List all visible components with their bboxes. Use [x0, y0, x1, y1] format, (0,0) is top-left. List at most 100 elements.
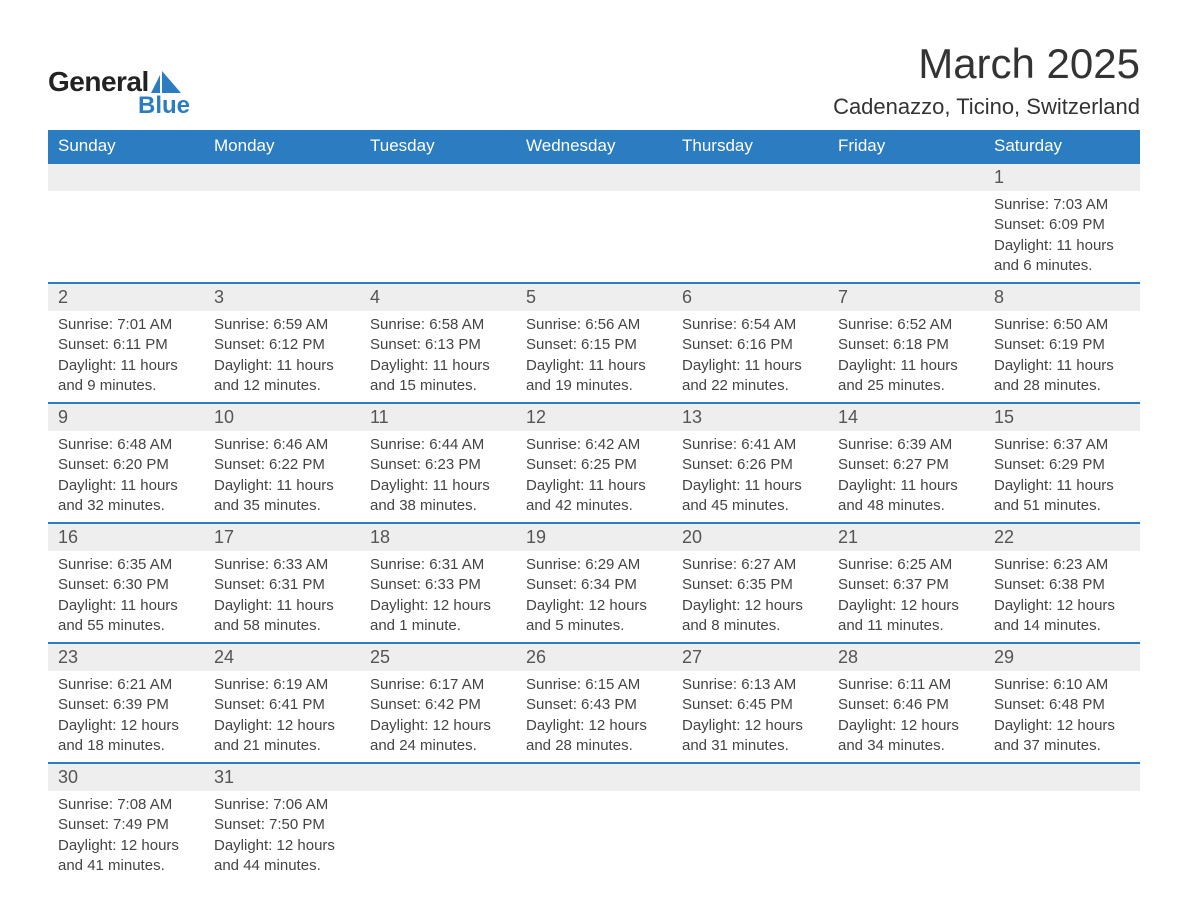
day-sr: Sunrise: 6:41 AM — [682, 435, 818, 455]
day-d1: Daylight: 12 hours — [838, 596, 974, 616]
day-number: 9 — [58, 407, 68, 427]
day-number-cell: 5 — [516, 283, 672, 311]
day-number-cell — [204, 163, 360, 191]
day-number-cell: 12 — [516, 403, 672, 431]
day-sr: Sunrise: 6:21 AM — [58, 675, 194, 695]
day-number-cell: 30 — [48, 763, 204, 791]
day-ss: Sunset: 6:39 PM — [58, 695, 194, 715]
day-ss: Sunset: 6:25 PM — [526, 455, 662, 475]
calendar-header-row: Sunday Monday Tuesday Wednesday Thursday… — [48, 130, 1140, 163]
day-number-cell — [516, 163, 672, 191]
day-number: 2 — [58, 287, 68, 307]
brand-logo: General Blue — [48, 66, 190, 120]
day-d1: Daylight: 12 hours — [994, 596, 1130, 616]
day-d1: Daylight: 11 hours — [370, 476, 506, 496]
brand-word-1: General — [48, 66, 149, 98]
day-content-cell: Sunrise: 6:11 AMSunset: 6:46 PMDaylight:… — [828, 671, 984, 763]
day-sr: Sunrise: 6:15 AM — [526, 675, 662, 695]
day-content-cell: Sunrise: 6:42 AMSunset: 6:25 PMDaylight:… — [516, 431, 672, 523]
col-friday: Friday — [828, 130, 984, 163]
day-content-cell: Sunrise: 7:06 AMSunset: 7:50 PMDaylight:… — [204, 791, 360, 882]
day-d1: Daylight: 11 hours — [994, 356, 1130, 376]
day-ss: Sunset: 6:31 PM — [214, 575, 350, 595]
day-number-cell: 1 — [984, 163, 1140, 191]
day-number-cell: 31 — [204, 763, 360, 791]
week-content-row: Sunrise: 7:01 AMSunset: 6:11 PMDaylight:… — [48, 311, 1140, 403]
day-content-cell — [828, 191, 984, 283]
day-d2: and 25 minutes. — [838, 376, 974, 396]
day-ss: Sunset: 6:34 PM — [526, 575, 662, 595]
day-d2: and 32 minutes. — [58, 496, 194, 516]
week-daynum-row: 9101112131415 — [48, 403, 1140, 431]
day-d1: Daylight: 12 hours — [994, 716, 1130, 736]
day-content-cell — [204, 191, 360, 283]
day-number: 26 — [526, 647, 546, 667]
day-sr: Sunrise: 6:35 AM — [58, 555, 194, 575]
day-number-cell: 10 — [204, 403, 360, 431]
day-d1: Daylight: 11 hours — [838, 356, 974, 376]
week-daynum-row: 23242526272829 — [48, 643, 1140, 671]
col-tuesday: Tuesday — [360, 130, 516, 163]
day-number-cell: 18 — [360, 523, 516, 551]
day-sr: Sunrise: 6:19 AM — [214, 675, 350, 695]
day-number: 19 — [526, 527, 546, 547]
day-d1: Daylight: 11 hours — [58, 356, 194, 376]
day-number-cell: 20 — [672, 523, 828, 551]
day-sr: Sunrise: 6:17 AM — [370, 675, 506, 695]
day-sr: Sunrise: 6:58 AM — [370, 315, 506, 335]
day-number-cell: 25 — [360, 643, 516, 671]
day-number: 18 — [370, 527, 390, 547]
day-ss: Sunset: 6:42 PM — [370, 695, 506, 715]
day-number: 1 — [994, 167, 1004, 187]
day-content-cell — [516, 791, 672, 882]
day-number-cell: 7 — [828, 283, 984, 311]
day-number: 24 — [214, 647, 234, 667]
day-d2: and 28 minutes. — [526, 736, 662, 756]
page-header: General Blue March 2025 Cadenazzo, Ticin… — [48, 40, 1140, 120]
day-number-cell: 2 — [48, 283, 204, 311]
day-sr: Sunrise: 7:06 AM — [214, 795, 350, 815]
day-content-cell: Sunrise: 7:01 AMSunset: 6:11 PMDaylight:… — [48, 311, 204, 403]
day-sr: Sunrise: 7:03 AM — [994, 195, 1130, 215]
col-wednesday: Wednesday — [516, 130, 672, 163]
day-d1: Daylight: 11 hours — [58, 596, 194, 616]
day-number: 30 — [58, 767, 78, 787]
day-ss: Sunset: 6:48 PM — [994, 695, 1130, 715]
week-daynum-row: 16171819202122 — [48, 523, 1140, 551]
day-number: 20 — [682, 527, 702, 547]
day-number-cell: 13 — [672, 403, 828, 431]
day-d1: Daylight: 11 hours — [526, 356, 662, 376]
day-number-cell — [360, 163, 516, 191]
col-saturday: Saturday — [984, 130, 1140, 163]
day-number-cell: 4 — [360, 283, 516, 311]
day-number: 28 — [838, 647, 858, 667]
day-sr: Sunrise: 6:10 AM — [994, 675, 1130, 695]
day-ss: Sunset: 6:23 PM — [370, 455, 506, 475]
day-number-cell: 3 — [204, 283, 360, 311]
day-number-cell: 8 — [984, 283, 1140, 311]
day-d1: Daylight: 11 hours — [994, 236, 1130, 256]
day-content-cell: Sunrise: 6:54 AMSunset: 6:16 PMDaylight:… — [672, 311, 828, 403]
day-ss: Sunset: 6:30 PM — [58, 575, 194, 595]
day-sr: Sunrise: 6:11 AM — [838, 675, 974, 695]
day-content-cell — [360, 791, 516, 882]
day-ss: Sunset: 6:29 PM — [994, 455, 1130, 475]
day-number-cell: 11 — [360, 403, 516, 431]
day-content-cell: Sunrise: 6:56 AMSunset: 6:15 PMDaylight:… — [516, 311, 672, 403]
day-content-cell: Sunrise: 7:03 AMSunset: 6:09 PMDaylight:… — [984, 191, 1140, 283]
day-sr: Sunrise: 6:13 AM — [682, 675, 818, 695]
day-number: 13 — [682, 407, 702, 427]
day-sr: Sunrise: 6:44 AM — [370, 435, 506, 455]
col-sunday: Sunday — [48, 130, 204, 163]
day-sr: Sunrise: 6:56 AM — [526, 315, 662, 335]
day-d1: Daylight: 11 hours — [214, 476, 350, 496]
day-ss: Sunset: 6:13 PM — [370, 335, 506, 355]
day-number-cell: 9 — [48, 403, 204, 431]
day-number: 12 — [526, 407, 546, 427]
day-d2: and 35 minutes. — [214, 496, 350, 516]
week-content-row: Sunrise: 7:08 AMSunset: 7:49 PMDaylight:… — [48, 791, 1140, 882]
day-number-cell — [984, 763, 1140, 791]
brand-word-2: Blue — [138, 92, 190, 120]
day-sr: Sunrise: 7:01 AM — [58, 315, 194, 335]
day-number-cell: 26 — [516, 643, 672, 671]
